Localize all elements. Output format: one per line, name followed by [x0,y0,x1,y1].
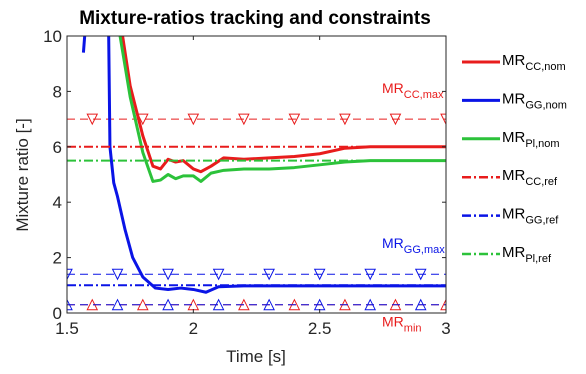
legend-label-main: MR [502,52,525,69]
constraint-label: MRmin [382,314,422,335]
chart-title: Mixture-ratios tracking and constraints [79,8,431,29]
constraint-marker [263,298,275,311]
y-axis-label: Mixture ratio [-] [13,118,32,231]
constraint-label: MRCC,max [382,80,444,101]
constraint-label-main: MR [382,80,404,96]
legend-label-main: MR [502,206,525,223]
legend-label-main: MR [502,90,525,107]
legend-label-sub: Pl,ref [525,253,552,265]
plot-area [67,36,446,313]
legend-label-sub: CC,ref [525,176,558,188]
constraint-marker [414,268,427,281]
constraint-marker [212,298,225,311]
constraint-marker [263,268,275,281]
legend-label-sub: Pl,nom [525,138,559,150]
constraint-marker [111,268,124,281]
constraint-marker [162,268,174,281]
legend-label-main: MR [502,167,525,184]
constraint-label-sub: min [404,323,422,335]
y-tick-label: 0 [53,304,62,323]
constraint-marker [238,113,250,126]
constraint-marker [440,298,446,311]
constraint-marker [364,298,377,311]
legend-label: MRGG,ref [502,206,559,227]
series-line [118,36,446,183]
constraint-label-main: MR [382,314,404,330]
y-tick-label: 4 [53,193,62,212]
constraint-label-sub: CC,max [404,89,444,101]
y-tick-label: 10 [43,27,62,46]
x-axis-label: Time [s] [226,347,286,366]
legend-label-sub: GG,ref [525,215,559,227]
constraint-marker [187,113,200,126]
constraint-label-sub: GG,max [404,244,445,256]
series-line [121,36,446,174]
x-tick-label: 1.5 [55,319,79,338]
x-tick-label: 2 [189,319,198,338]
x-tick-label: 3 [441,319,450,338]
constraint-marker [212,268,225,281]
legend-label-main: MR [502,129,525,146]
legend-label-sub: GG,nom [525,99,567,111]
y-tick-label: 2 [53,249,62,268]
legend-label: MRPl,nom [502,129,560,150]
constraint-marker [136,113,149,126]
y-tick-label: 6 [53,138,62,157]
axes-frame [66,35,447,314]
constraint-marker [86,113,99,126]
legend-label: MRPl,ref [502,244,552,265]
legend-label: MRCC,nom [502,52,566,73]
legend-label: MRCC,ref [502,167,558,188]
legend-label: MRGG,nom [502,90,567,111]
legend-label-main: MR [502,244,525,261]
constraint-marker [288,113,301,126]
constraint-marker [339,113,351,126]
constraint-marker [414,298,427,311]
constraint-marker [67,268,73,281]
plot-content [67,36,446,311]
x-tick-label: 2.5 [308,319,332,338]
constraint-marker [162,298,174,311]
legend-label-sub: CC,nom [525,61,565,73]
constraint-marker [364,268,377,281]
constraint-label: MRGG,max [382,235,445,256]
constraint-marker [389,113,402,126]
constraint-marker [67,298,73,311]
y-tick-label: 8 [53,82,62,101]
series-line [81,36,446,294]
constraint-marker [111,298,124,311]
constraint-label-main: MR [382,235,404,251]
constraint-marker [440,113,446,126]
constraint-marker [313,268,326,281]
